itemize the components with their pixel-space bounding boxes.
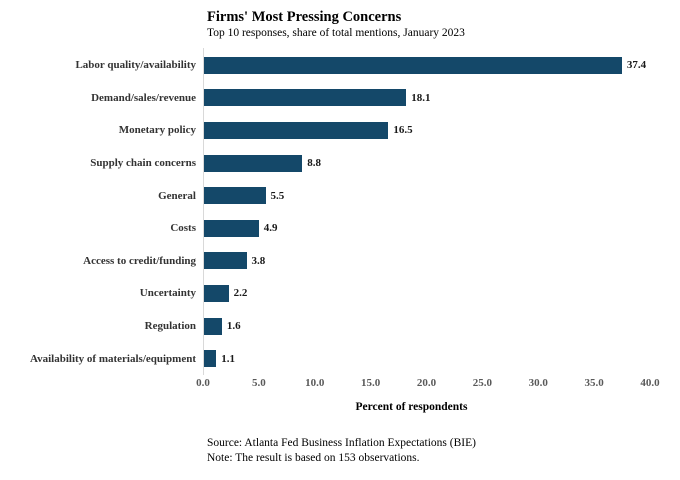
x-tick-label: 30.0 bbox=[528, 377, 548, 389]
x-tick-label: 40.0 bbox=[640, 377, 660, 389]
chart-row: Access to credit/funding 3.8 bbox=[0, 245, 680, 278]
bar bbox=[204, 284, 229, 302]
value-label: 37.4 bbox=[626, 59, 647, 72]
chart-title: Firms' Most Pressing Concerns bbox=[207, 9, 402, 25]
category-label: Supply chain concerns bbox=[90, 157, 196, 170]
x-axis-ticks: 0.0 5.0 10.0 15.0 20.0 25.0 30.0 35.0 40.0 bbox=[0, 377, 680, 391]
chart-row: Monetary policy 16.5 bbox=[0, 114, 680, 147]
chart-row: Costs 4.9 bbox=[0, 212, 680, 245]
category-label: Access to credit/funding bbox=[83, 254, 196, 267]
bar-track: 1.1 bbox=[204, 342, 680, 375]
category-label: Labor quality/availability bbox=[75, 59, 196, 72]
category-label: Demand/sales/revenue bbox=[91, 91, 196, 104]
chart-row: Availability of materials/equipment 1.1 bbox=[0, 342, 680, 375]
chart-row: Supply chain concerns 8.8 bbox=[0, 147, 680, 180]
chart-row: Demand/sales/revenue 18.1 bbox=[0, 82, 680, 115]
bar-track: 5.5 bbox=[204, 179, 680, 212]
chart-row: Uncertainty 2.2 bbox=[0, 277, 680, 310]
bar bbox=[204, 252, 247, 270]
source-text: Source: Atlanta Fed Business Inflation E… bbox=[207, 437, 476, 449]
category-label: Monetary policy bbox=[118, 124, 196, 137]
bar-track: 18.1 bbox=[204, 82, 680, 115]
x-tick-label: 20.0 bbox=[416, 377, 437, 389]
bar bbox=[204, 56, 622, 74]
bar bbox=[204, 187, 266, 205]
category-label: Uncertainty bbox=[139, 287, 196, 300]
value-label: 4.9 bbox=[263, 222, 278, 235]
value-label: 1.6 bbox=[226, 320, 241, 333]
x-tick-label: 35.0 bbox=[584, 377, 604, 389]
bar bbox=[204, 89, 407, 107]
value-label: 1.1 bbox=[221, 352, 236, 365]
bar bbox=[204, 121, 389, 139]
y-axis-line bbox=[203, 48, 204, 375]
bar bbox=[204, 350, 217, 368]
x-tick-label: 0.0 bbox=[196, 377, 210, 389]
bar-track: 1.6 bbox=[204, 310, 680, 343]
x-tick-label: 15.0 bbox=[360, 377, 381, 389]
x-tick-label: 5.0 bbox=[252, 377, 266, 389]
category-label: Costs bbox=[170, 222, 196, 235]
x-tick-label: 25.0 bbox=[472, 377, 493, 389]
bar-track: 2.2 bbox=[204, 277, 680, 310]
bar-track: 16.5 bbox=[204, 114, 680, 147]
category-label: General bbox=[158, 189, 196, 202]
value-label: 3.8 bbox=[251, 254, 266, 267]
bar bbox=[204, 219, 259, 237]
chart-row: General 5.5 bbox=[0, 179, 680, 212]
x-axis-title: Percent of respondents bbox=[355, 401, 468, 413]
bar-track: 37.4 bbox=[204, 49, 680, 82]
bar-track: 8.8 bbox=[204, 147, 680, 180]
chart-row: Labor quality/availability 37.4 bbox=[0, 49, 680, 82]
bar bbox=[204, 154, 303, 172]
category-label: Regulation bbox=[144, 320, 196, 333]
x-tick-label: 10.0 bbox=[305, 377, 325, 389]
value-label: 18.1 bbox=[411, 91, 431, 104]
bar-track: 3.8 bbox=[204, 245, 680, 278]
value-label: 2.2 bbox=[233, 287, 248, 300]
bar-track: 4.9 bbox=[204, 212, 680, 245]
plot-rows: Labor quality/availability 37.4 Demand/sal… bbox=[0, 49, 680, 375]
value-label: 16.5 bbox=[393, 124, 413, 137]
bar bbox=[204, 317, 222, 335]
note-text: Note: The result is based on 153 observa… bbox=[207, 452, 420, 464]
chart-row: Regulation 1.6 bbox=[0, 310, 680, 343]
value-label: 5.5 bbox=[270, 189, 285, 202]
category-label: Availability of materials/equipment bbox=[29, 352, 196, 365]
chart-subtitle: Top 10 responses, share of total mention… bbox=[207, 27, 465, 39]
value-label: 8.8 bbox=[307, 157, 322, 170]
